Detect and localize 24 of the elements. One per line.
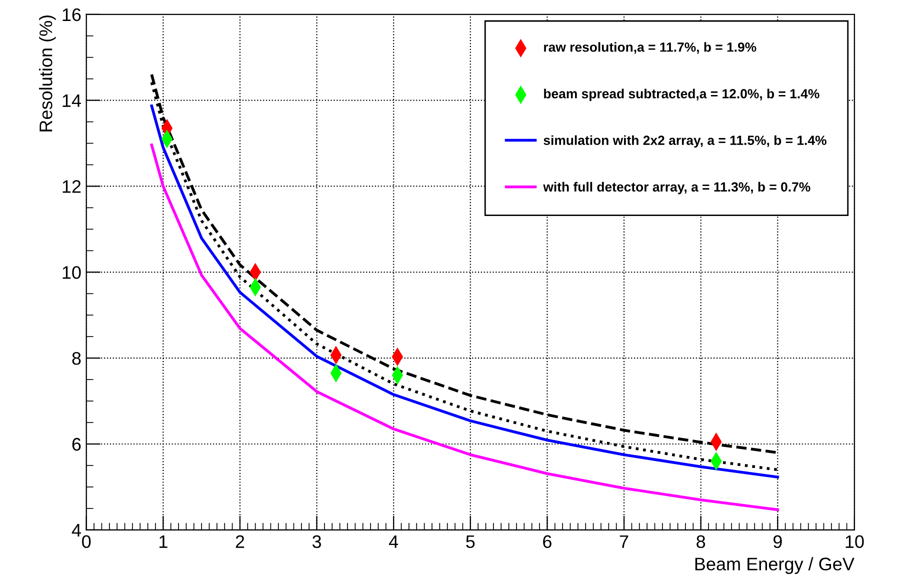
x-tick-label: 0 — [82, 535, 91, 548]
x-tick-label: 4 — [388, 535, 398, 548]
x-tick-label: 6 — [543, 535, 552, 548]
x-axis-title: Beam Energy / GeV — [695, 557, 854, 574]
x-tick-label: 2 — [236, 535, 244, 548]
x-tick-label: 5 — [466, 535, 475, 548]
legend-label: simulation with 2x2 array, a = 11.5%, b = 1.4% — [544, 135, 826, 148]
y-tick-label: 6 — [72, 438, 81, 451]
y-tick-label: 14 — [62, 94, 81, 107]
x-tick-label: 3 — [312, 535, 322, 548]
y-tick-label: 8 — [72, 352, 81, 365]
y-tick-label: 16 — [62, 8, 81, 22]
y-tick-label: 10 — [62, 266, 81, 279]
x-tick-label: 10 — [846, 535, 864, 548]
y-tick-label: 12 — [62, 180, 81, 193]
legend-label: with full detector array, a = 11.3%, b = 0.7% — [543, 182, 810, 194]
legend-label: beam spread subtracted,a = 12.0%, b = 1.4% — [544, 88, 820, 102]
y-tick-label: 4 — [72, 524, 81, 536]
y-axis-title: Resolution (%) — [39, 16, 56, 132]
x-tick-label: 8 — [696, 535, 706, 548]
x-tick-label: 9 — [773, 535, 782, 548]
x-tick-label: 7 — [620, 535, 628, 548]
legend-label: raw resolution,a = 11.7%, b = 1.9% — [544, 42, 756, 54]
x-tick-label: 1 — [160, 535, 168, 548]
